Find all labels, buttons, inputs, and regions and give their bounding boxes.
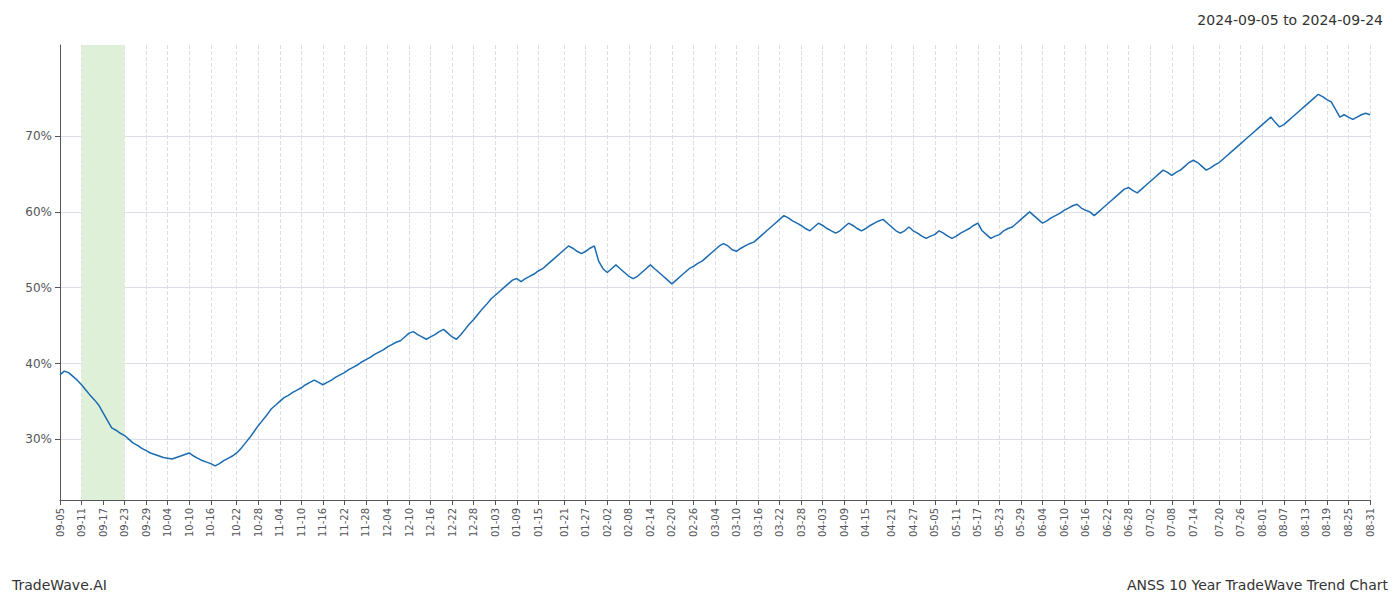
svg-text:60%: 60%: [25, 205, 52, 219]
svg-text:09-11: 09-11: [76, 508, 87, 537]
svg-text:02-08: 02-08: [623, 508, 634, 537]
svg-text:02-20: 02-20: [666, 508, 677, 537]
svg-text:01-21: 01-21: [559, 508, 570, 537]
svg-text:11-22: 11-22: [339, 508, 350, 537]
svg-text:07-20: 07-20: [1214, 508, 1225, 537]
svg-text:08-19: 08-19: [1321, 508, 1332, 537]
svg-text:01-15: 01-15: [533, 508, 544, 537]
svg-text:07-02: 07-02: [1145, 508, 1156, 537]
svg-text:11-10: 11-10: [296, 508, 307, 537]
svg-text:08-01: 08-01: [1257, 508, 1268, 537]
svg-text:11-16: 11-16: [317, 508, 328, 537]
svg-text:40%: 40%: [25, 357, 52, 371]
svg-text:09-23: 09-23: [119, 508, 130, 537]
svg-text:70%: 70%: [25, 129, 52, 143]
svg-text:05-05: 05-05: [929, 508, 940, 537]
svg-text:07-26: 07-26: [1235, 508, 1246, 537]
svg-text:04-09: 04-09: [839, 508, 850, 537]
svg-text:07-08: 07-08: [1166, 508, 1177, 537]
svg-text:05-17: 05-17: [972, 508, 983, 537]
svg-text:12-28: 12-28: [468, 508, 479, 537]
svg-text:05-29: 05-29: [1015, 508, 1026, 537]
svg-text:12-16: 12-16: [425, 508, 436, 537]
svg-text:02-26: 02-26: [688, 508, 699, 537]
svg-text:06-16: 06-16: [1080, 508, 1091, 537]
svg-text:09-17: 09-17: [98, 508, 109, 537]
svg-text:05-23: 05-23: [994, 508, 1005, 537]
svg-text:TradeWave.AI: TradeWave.AI: [11, 577, 107, 593]
svg-text:06-04: 06-04: [1037, 508, 1048, 537]
svg-text:03-22: 03-22: [774, 508, 785, 537]
svg-text:03-04: 03-04: [710, 508, 721, 537]
svg-text:2024-09-05 to 2024-09-24: 2024-09-05 to 2024-09-24: [1197, 12, 1383, 28]
svg-text:06-10: 06-10: [1059, 508, 1070, 537]
svg-text:05-11: 05-11: [951, 508, 962, 537]
svg-text:06-28: 06-28: [1123, 508, 1134, 537]
svg-text:12-04: 12-04: [382, 508, 393, 537]
svg-text:11-28: 11-28: [360, 508, 371, 537]
svg-text:10-28: 10-28: [253, 508, 264, 537]
svg-text:10-10: 10-10: [184, 508, 195, 537]
svg-text:02-14: 02-14: [645, 508, 656, 537]
svg-text:04-03: 04-03: [817, 508, 828, 537]
svg-text:09-05: 09-05: [55, 508, 66, 537]
svg-text:10-22: 10-22: [231, 508, 242, 537]
svg-text:10-16: 10-16: [205, 508, 216, 537]
svg-text:01-09: 01-09: [511, 508, 522, 537]
svg-text:02-02: 02-02: [602, 508, 613, 537]
svg-text:01-03: 01-03: [490, 508, 501, 537]
svg-text:12-22: 12-22: [447, 508, 458, 537]
svg-text:ANSS 10 Year TradeWave Trend C: ANSS 10 Year TradeWave Trend Chart: [1127, 577, 1389, 593]
svg-text:12-10: 12-10: [404, 508, 415, 537]
svg-text:03-16: 03-16: [753, 508, 764, 537]
svg-text:06-22: 06-22: [1102, 508, 1113, 537]
svg-text:08-13: 08-13: [1300, 508, 1311, 537]
svg-text:30%: 30%: [25, 432, 52, 446]
svg-text:08-25: 08-25: [1343, 508, 1354, 537]
svg-text:50%: 50%: [25, 281, 52, 295]
svg-text:08-07: 08-07: [1278, 508, 1289, 537]
svg-text:10-04: 10-04: [162, 508, 173, 537]
svg-text:09-29: 09-29: [141, 508, 152, 537]
svg-text:03-28: 03-28: [796, 508, 807, 537]
svg-text:04-21: 04-21: [886, 508, 897, 537]
svg-text:07-14: 07-14: [1188, 508, 1199, 537]
svg-text:03-10: 03-10: [731, 508, 742, 537]
svg-text:01-27: 01-27: [580, 508, 591, 537]
svg-text:04-15: 04-15: [860, 508, 871, 537]
svg-text:11-04: 11-04: [274, 508, 285, 537]
svg-text:08-31: 08-31: [1365, 508, 1376, 537]
svg-text:04-27: 04-27: [908, 508, 919, 537]
